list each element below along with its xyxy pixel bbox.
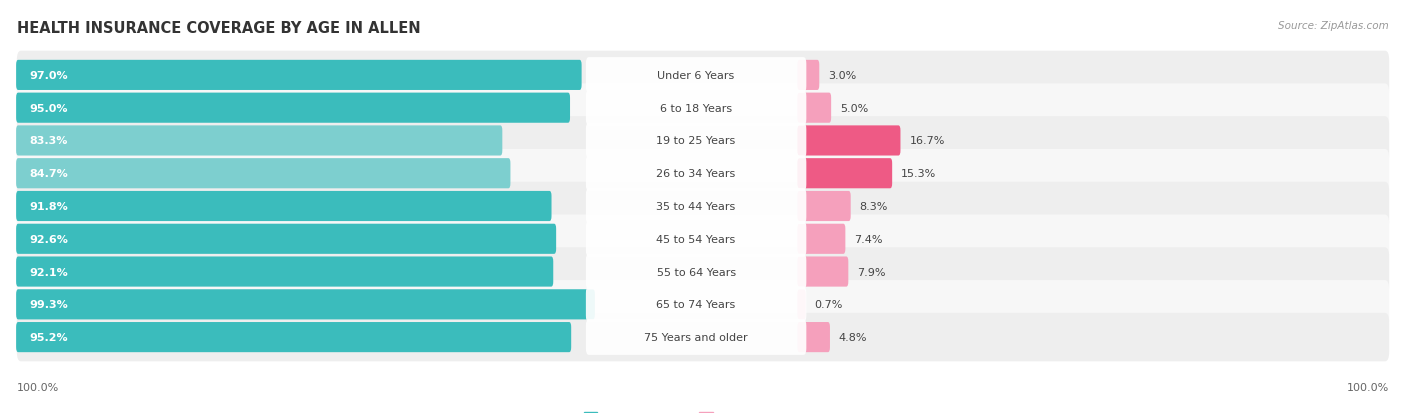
FancyBboxPatch shape	[797, 61, 820, 91]
FancyBboxPatch shape	[586, 156, 807, 192]
Text: 92.1%: 92.1%	[30, 267, 67, 277]
Legend: With Coverage, Without Coverage: With Coverage, Without Coverage	[579, 408, 827, 413]
FancyBboxPatch shape	[15, 126, 502, 156]
Text: 19 to 25 Years: 19 to 25 Years	[657, 136, 735, 146]
FancyBboxPatch shape	[586, 287, 807, 322]
FancyBboxPatch shape	[797, 290, 806, 320]
Text: 8.3%: 8.3%	[859, 202, 889, 211]
Text: 92.6%: 92.6%	[30, 234, 67, 244]
Text: 83.3%: 83.3%	[30, 136, 67, 146]
Text: HEALTH INSURANCE COVERAGE BY AGE IN ALLEN: HEALTH INSURANCE COVERAGE BY AGE IN ALLE…	[17, 21, 420, 36]
Text: 100.0%: 100.0%	[1347, 382, 1389, 392]
Text: 15.3%: 15.3%	[901, 169, 936, 179]
FancyBboxPatch shape	[17, 215, 1389, 263]
FancyBboxPatch shape	[586, 189, 807, 224]
Text: 5.0%: 5.0%	[841, 103, 869, 114]
Text: Source: ZipAtlas.com: Source: ZipAtlas.com	[1278, 21, 1389, 31]
FancyBboxPatch shape	[586, 91, 807, 126]
FancyBboxPatch shape	[15, 192, 551, 221]
Text: 0.7%: 0.7%	[814, 299, 844, 310]
FancyBboxPatch shape	[586, 320, 807, 355]
FancyBboxPatch shape	[17, 313, 1389, 361]
FancyBboxPatch shape	[15, 257, 553, 287]
Text: 97.0%: 97.0%	[30, 71, 67, 81]
Text: Under 6 Years: Under 6 Years	[658, 71, 735, 81]
FancyBboxPatch shape	[15, 224, 557, 254]
Text: 7.4%: 7.4%	[855, 234, 883, 244]
FancyBboxPatch shape	[797, 93, 831, 123]
FancyBboxPatch shape	[17, 280, 1389, 329]
Text: 100.0%: 100.0%	[17, 382, 59, 392]
FancyBboxPatch shape	[17, 150, 1389, 198]
Text: 75 Years and older: 75 Years and older	[644, 332, 748, 342]
FancyBboxPatch shape	[15, 61, 582, 91]
FancyBboxPatch shape	[586, 123, 807, 159]
FancyBboxPatch shape	[797, 322, 830, 352]
Text: 45 to 54 Years: 45 to 54 Years	[657, 234, 735, 244]
FancyBboxPatch shape	[17, 117, 1389, 165]
FancyBboxPatch shape	[17, 84, 1389, 133]
Text: 3.0%: 3.0%	[828, 71, 856, 81]
Text: 7.9%: 7.9%	[858, 267, 886, 277]
Text: 65 to 74 Years: 65 to 74 Years	[657, 299, 735, 310]
FancyBboxPatch shape	[17, 52, 1389, 100]
FancyBboxPatch shape	[797, 159, 893, 189]
Text: 6 to 18 Years: 6 to 18 Years	[659, 103, 733, 114]
FancyBboxPatch shape	[586, 58, 807, 93]
FancyBboxPatch shape	[15, 159, 510, 189]
Text: 84.7%: 84.7%	[30, 169, 67, 179]
Text: 16.7%: 16.7%	[910, 136, 945, 146]
FancyBboxPatch shape	[797, 257, 848, 287]
FancyBboxPatch shape	[797, 224, 845, 254]
Text: 55 to 64 Years: 55 to 64 Years	[657, 267, 735, 277]
Text: 95.2%: 95.2%	[30, 332, 67, 342]
Text: 26 to 34 Years: 26 to 34 Years	[657, 169, 735, 179]
FancyBboxPatch shape	[586, 221, 807, 257]
FancyBboxPatch shape	[17, 182, 1389, 231]
FancyBboxPatch shape	[586, 254, 807, 290]
Text: 91.8%: 91.8%	[30, 202, 67, 211]
Text: 4.8%: 4.8%	[839, 332, 868, 342]
FancyBboxPatch shape	[15, 322, 571, 352]
Text: 99.3%: 99.3%	[30, 299, 67, 310]
FancyBboxPatch shape	[17, 248, 1389, 296]
FancyBboxPatch shape	[15, 93, 569, 123]
FancyBboxPatch shape	[15, 290, 595, 320]
Text: 95.0%: 95.0%	[30, 103, 67, 114]
FancyBboxPatch shape	[797, 126, 900, 156]
FancyBboxPatch shape	[797, 192, 851, 221]
Text: 35 to 44 Years: 35 to 44 Years	[657, 202, 735, 211]
